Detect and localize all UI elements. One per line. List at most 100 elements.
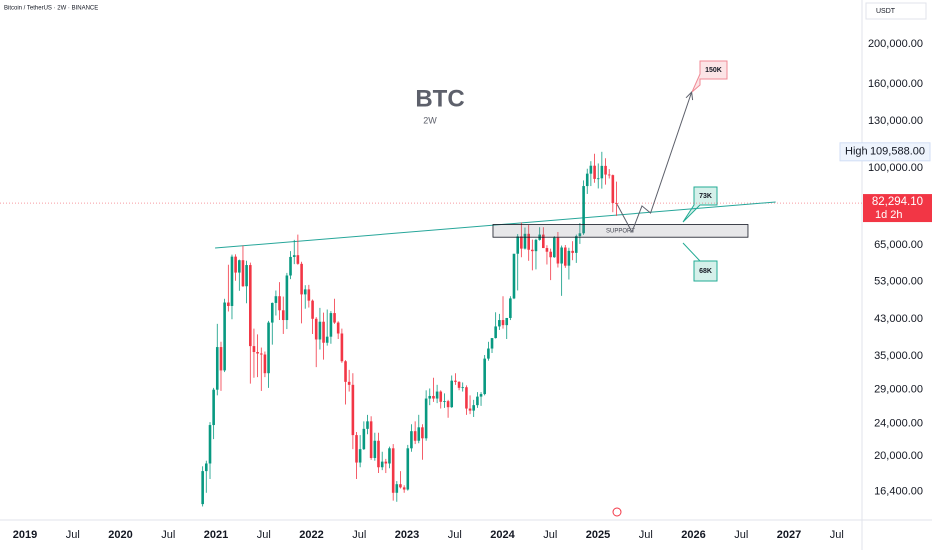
candle-body <box>238 260 241 273</box>
callout-box <box>682 242 718 282</box>
chart-title: BTC <box>415 85 464 112</box>
candle-body <box>314 318 318 340</box>
y-tick-label: 24,000.00 <box>874 417 923 429</box>
candle-body <box>417 427 421 441</box>
candle-body <box>435 391 439 399</box>
callout-box <box>682 186 718 223</box>
x-tick-label: 2024 <box>490 529 515 541</box>
candle-body <box>410 431 413 449</box>
candle-body <box>428 395 432 399</box>
candle-body <box>487 348 490 359</box>
candle-body <box>208 425 212 464</box>
x-tick-label: Jul <box>448 529 462 541</box>
trendline <box>215 201 776 249</box>
candle-body <box>582 186 585 234</box>
currency-box[interactable] <box>865 2 927 20</box>
candle-body <box>395 484 399 493</box>
y-tick-label: 29,000.00 <box>874 384 923 396</box>
candle-body <box>494 326 497 339</box>
candle-body <box>589 165 593 174</box>
candle-body <box>505 317 509 326</box>
candle-body <box>615 203 618 204</box>
candle-body <box>351 384 355 436</box>
candle-body <box>520 236 523 249</box>
candle-body <box>377 440 380 468</box>
candle-body <box>432 395 435 399</box>
currency[interactable]: USDT <box>876 8 896 15</box>
candle-body <box>578 233 582 237</box>
candle-body <box>501 320 505 326</box>
candle-body <box>450 380 454 408</box>
candle-body <box>413 431 417 441</box>
candle-body <box>362 428 366 450</box>
y-tick-label: 160,000.00 <box>868 78 923 90</box>
candle-body <box>600 165 604 179</box>
candle-body <box>355 435 358 463</box>
y-tick-label: 100,000.00 <box>868 162 923 174</box>
candle-body <box>424 398 428 439</box>
x-tick-label: Jul <box>830 529 844 541</box>
candle-body <box>468 408 472 411</box>
candle-body <box>267 322 270 374</box>
candle-body <box>307 289 311 301</box>
candle-body <box>457 381 461 388</box>
candle-body <box>512 253 516 299</box>
callout-label: 150K <box>705 67 722 74</box>
candle-body <box>270 302 274 323</box>
candle-body <box>567 250 571 266</box>
candle-body <box>204 463 208 472</box>
candle-body <box>593 165 596 179</box>
x-tick-label: Jul <box>66 529 80 541</box>
projection-path <box>616 91 693 234</box>
candle-body <box>611 175 615 204</box>
x-tick-label: Jul <box>257 529 271 541</box>
countdown: 1d 2h <box>875 209 903 221</box>
candle-body <box>402 487 406 490</box>
candle-body <box>336 322 340 334</box>
last-price-box <box>863 194 932 223</box>
candle-body <box>391 448 395 493</box>
candle-body <box>406 448 410 490</box>
x-tick-label: 2026 <box>681 529 705 541</box>
candle-body <box>344 361 347 382</box>
plot-area: SUPPORT <box>0 91 862 507</box>
candle-body <box>303 289 307 295</box>
candle-body <box>311 300 314 319</box>
candle-body <box>542 234 545 249</box>
candle-body <box>446 401 450 408</box>
candle-body <box>490 338 494 349</box>
candle-body <box>234 256 237 273</box>
candle-body <box>439 391 443 402</box>
candle-body <box>249 265 252 347</box>
y-tick-label: 53,000.00 <box>874 276 923 288</box>
candle-body <box>472 405 475 411</box>
candle-body <box>289 256 292 276</box>
candle-body <box>585 173 589 187</box>
high-label: High <box>845 146 868 158</box>
high-value: 109,588.00 <box>870 146 925 158</box>
candle-body <box>340 333 344 362</box>
candle-body <box>230 256 234 306</box>
x-tick-label: 2021 <box>204 529 228 541</box>
candle-body <box>366 421 369 429</box>
x-tick-label: Jul <box>161 529 175 541</box>
y-tick-label: 200,000.00 <box>868 38 923 50</box>
x-tick-label: 2019 <box>13 529 37 541</box>
candle-body <box>461 387 465 389</box>
candle-body <box>300 263 303 295</box>
candle-body <box>516 236 520 254</box>
x-tick-label: 2020 <box>108 529 132 541</box>
y-tick-label: 16,400.00 <box>874 486 923 498</box>
candle-body <box>263 354 267 374</box>
candle-body <box>563 247 567 266</box>
candle-body <box>479 394 483 397</box>
x-tick-label: 2025 <box>586 529 610 541</box>
candle-body <box>347 381 351 385</box>
event-icon[interactable] <box>612 507 622 517</box>
candle-body <box>227 302 230 306</box>
chart-subtitle: 2W <box>423 115 437 125</box>
y-tick-label: 130,000.00 <box>868 115 923 127</box>
candle-body <box>201 471 204 505</box>
